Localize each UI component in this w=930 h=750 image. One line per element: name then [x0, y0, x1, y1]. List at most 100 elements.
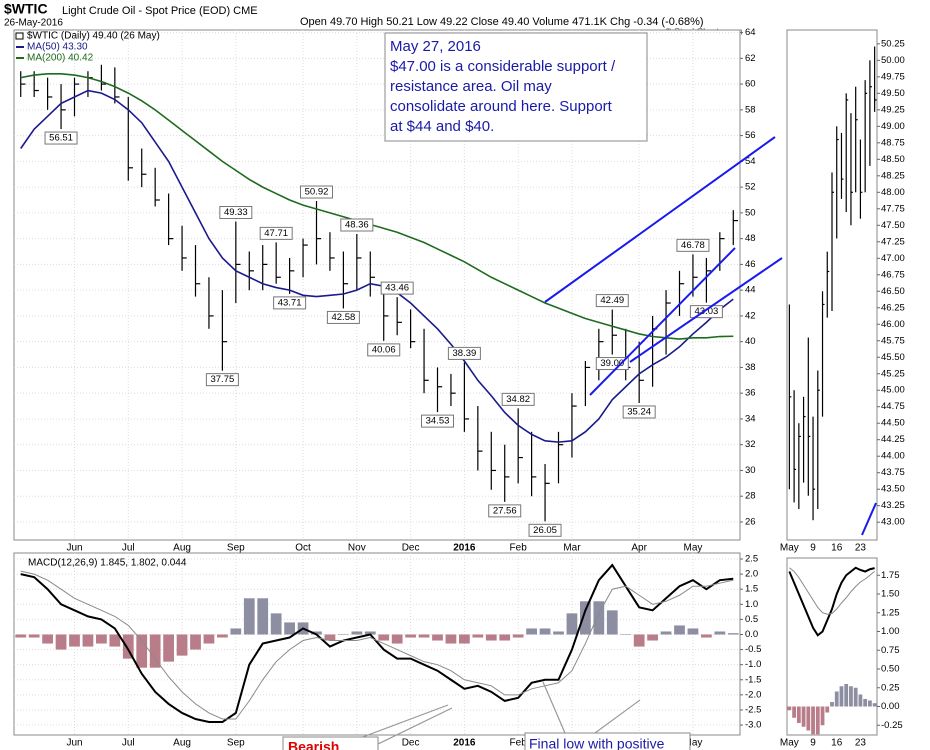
y-tick-label: 50.25	[881, 38, 905, 49]
date: 26-May-2016	[4, 18, 63, 29]
point-label: 48.36	[345, 220, 369, 231]
histogram-bar	[806, 706, 811, 731]
trend-line	[544, 136, 776, 303]
callout-box	[524, 732, 691, 750]
histogram-bar	[647, 634, 658, 641]
point-label-box	[528, 523, 562, 537]
y-tick-label: 46.00	[881, 319, 905, 330]
histogram-bar	[391, 634, 403, 644]
macd-legend: MACD(12,26,9) 1.845, 1.802, 0.044	[28, 558, 187, 569]
y-tick-label: -2.0	[745, 689, 761, 700]
y-tick-label: 44.75	[881, 401, 905, 412]
histogram-bar	[82, 634, 94, 647]
y-tick-label: 0.50	[881, 664, 900, 675]
histogram-bar	[792, 706, 796, 718]
histogram-bar	[472, 634, 484, 638]
x-tick-label: 9	[810, 738, 816, 749]
histogram-bar	[324, 634, 336, 641]
point-label-box	[340, 218, 374, 232]
point-label-box	[421, 414, 454, 428]
y-tick-label: 0.25	[881, 682, 900, 693]
y-tick-label: 2.0	[745, 569, 758, 580]
y-tick-label: 48.00	[881, 187, 905, 198]
y-tick-label: 48.25	[881, 170, 905, 181]
point-label-box	[300, 185, 333, 199]
point-label: 43.71	[278, 297, 302, 308]
y-tick-label: 47.75	[881, 203, 905, 214]
histogram-bar	[844, 684, 849, 707]
x-tick-label: 2016	[453, 543, 476, 554]
y-tick-label: 44	[745, 285, 756, 296]
point-label-box	[367, 343, 401, 357]
y-tick-label: 38	[745, 362, 756, 373]
signal-line	[20, 570, 734, 720]
point-label-box	[326, 310, 360, 324]
histogram-bar	[176, 634, 188, 656]
point-label-box	[501, 392, 535, 406]
y-tick-label: 49.75	[881, 71, 905, 82]
histogram-bar	[727, 633, 739, 635]
y-tick-label: 49.50	[881, 88, 905, 99]
y-tick-label: 26	[745, 516, 756, 527]
point-label-box	[488, 504, 522, 518]
y-tick-label: 50.00	[881, 55, 905, 66]
y-tick-label: 42	[745, 310, 756, 321]
y-tick-label: 43.00	[881, 517, 905, 528]
point-label: 38.39	[452, 348, 476, 359]
histogram-bar	[163, 634, 174, 662]
signal-line	[789, 567, 875, 615]
y-tick-label: 28	[745, 491, 756, 502]
x-tick-label: Jun	[66, 738, 82, 749]
note-line: $47.00 is a considerable support /	[390, 58, 616, 75]
y-tick-label: 43.25	[881, 500, 905, 511]
histogram-bar	[122, 634, 134, 659]
y-tick-label: 60	[745, 79, 756, 90]
point-label: 39.00	[600, 358, 624, 369]
x-tick-label: Jul	[122, 738, 135, 749]
y-tick-label: 46.75	[881, 269, 905, 280]
histogram-bar	[820, 706, 825, 726]
histogram-bar	[539, 628, 551, 635]
y-tick-label: -0.5	[745, 644, 761, 655]
histogram-bar	[526, 628, 537, 635]
moving-average	[20, 72, 734, 340]
histogram-bar	[849, 686, 853, 707]
histogram-bar	[512, 634, 524, 638]
y-tick-label: 1.00	[881, 626, 900, 637]
y-tick-label: 45.00	[881, 385, 905, 396]
x-tick-label: Sep	[227, 543, 245, 554]
histogram-bar	[243, 598, 255, 635]
histogram-bar	[217, 634, 228, 638]
histogram-bar	[606, 610, 618, 635]
y-tick-label: 0.5	[745, 614, 758, 625]
y-tick-label: 48	[745, 233, 756, 244]
point-label: 50.92	[305, 187, 329, 198]
histogram-bar	[55, 634, 67, 650]
y-tick-label: 44.25	[881, 434, 905, 445]
histogram-bar	[796, 706, 801, 723]
y-tick-label: 44.50	[881, 418, 905, 429]
point-label: 27.56	[493, 505, 517, 516]
y-tick-label: 0.0	[745, 629, 758, 640]
legend-label: MA(200) 40.42	[27, 53, 94, 64]
x-tick-label: Aug	[173, 738, 191, 749]
point-label-box	[622, 405, 656, 419]
histogram-bar	[42, 634, 53, 644]
histogram-bar	[203, 634, 215, 644]
note-line: consolidate around here. Support	[390, 98, 613, 115]
x-tick-label: 2016	[453, 738, 476, 749]
note-line: May 27, 2016	[390, 38, 481, 55]
y-tick-label: 50	[745, 207, 756, 218]
point-label-box	[259, 226, 293, 240]
histogram-bar	[872, 703, 877, 707]
point-label-box	[595, 294, 629, 308]
histogram-bar	[863, 699, 868, 707]
histogram-bar	[284, 622, 295, 635]
y-tick-label: 43.75	[881, 467, 905, 478]
x-tick-label: 9	[810, 543, 816, 554]
y-tick-label: 49.00	[881, 121, 905, 132]
y-tick-label: 1.0	[745, 599, 758, 610]
point-label-box	[676, 238, 710, 252]
y-tick-label: -2.5	[745, 704, 761, 715]
point-label-box	[219, 206, 253, 220]
